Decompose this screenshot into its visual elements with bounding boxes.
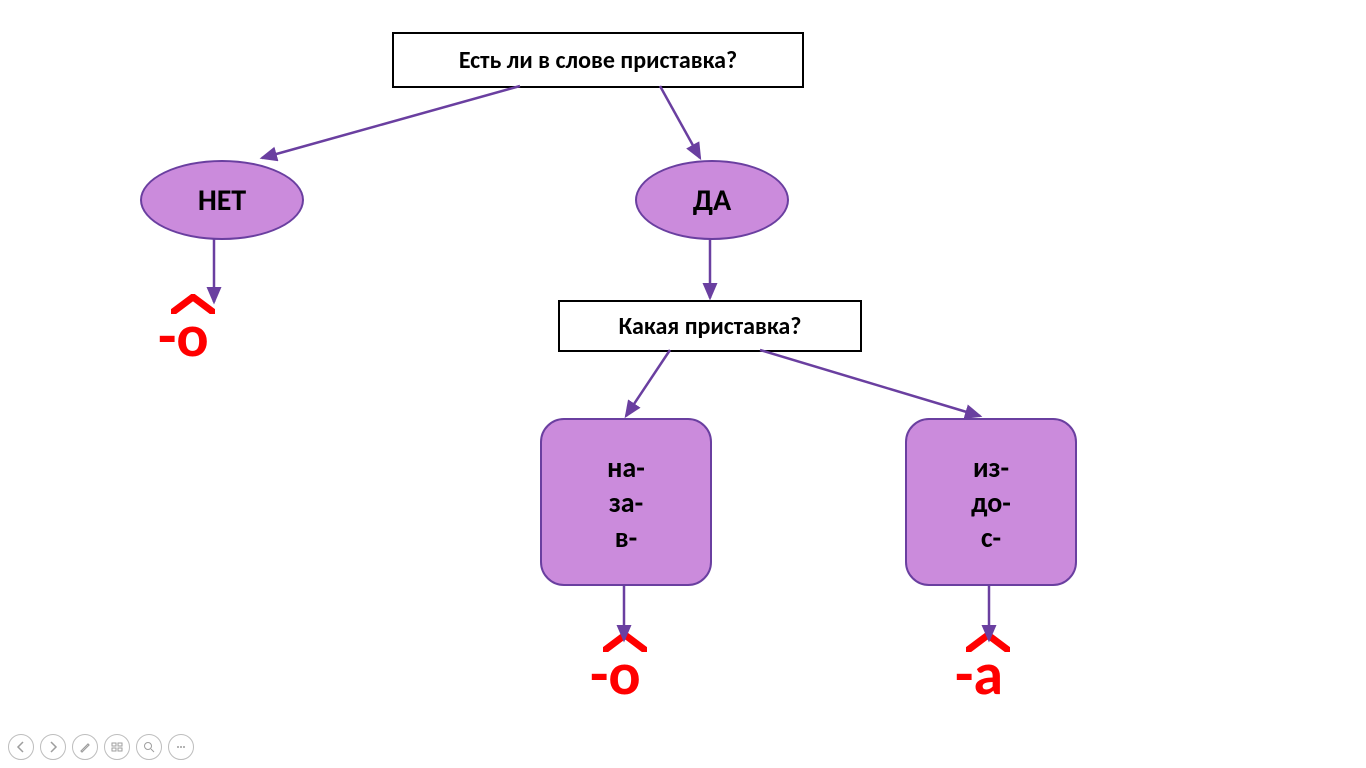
suffix-a2-letter-wrap: а	[973, 638, 1003, 711]
edge-q2-grpB	[760, 350, 980, 416]
slides-icon	[111, 741, 123, 753]
more-icon	[175, 741, 187, 753]
prefix-group-a: на- за- в-	[540, 418, 712, 586]
arrows-layer	[0, 0, 1366, 768]
edge-q1-yes	[660, 86, 700, 158]
chevron-right-icon	[47, 741, 59, 753]
suffix-hat-icon	[603, 632, 647, 652]
answer-no-text: НЕТ	[198, 182, 246, 219]
chevron-left-icon	[15, 741, 27, 753]
zoom-icon	[143, 741, 155, 753]
edge-q2-grpA	[626, 350, 670, 416]
prefix-group-b: из- до- с-	[905, 418, 1077, 586]
answer-no-ellipse: НЕТ	[140, 160, 304, 240]
prefix-group-a-line-1: на-	[607, 450, 645, 485]
presentation-toolbar	[8, 734, 194, 760]
suffix-group-a: -о	[590, 638, 641, 711]
question-box-2: Какая приставка?	[558, 300, 862, 352]
suffix-a1-letter-wrap: о	[608, 638, 640, 711]
edge-q1-no	[262, 86, 520, 158]
suffix-hat-icon	[171, 294, 215, 314]
question-2-text: Какая приставка?	[619, 312, 802, 341]
pen-icon	[79, 741, 91, 753]
prefix-group-a-line-2: за-	[609, 485, 643, 520]
next-button[interactable]	[40, 734, 66, 760]
suffix-no: -о	[158, 300, 209, 373]
prefix-group-b-line-3: с-	[981, 520, 1001, 555]
prefix-group-a-line-3: в-	[615, 520, 637, 555]
diagram-canvas: Есть ли в слове приставка? НЕТ ДА Какая …	[0, 0, 1366, 768]
zoom-button[interactable]	[136, 734, 162, 760]
answer-yes-ellipse: ДА	[635, 160, 789, 240]
prev-button[interactable]	[8, 734, 34, 760]
slides-button[interactable]	[104, 734, 130, 760]
suffix-no-letter-wrap: о	[176, 300, 208, 373]
question-box-1: Есть ли в слове приставка?	[392, 32, 804, 88]
question-1-text: Есть ли в слове приставка?	[459, 46, 737, 75]
prefix-group-b-line-1: из-	[973, 450, 1009, 485]
more-button[interactable]	[168, 734, 194, 760]
suffix-hat-icon	[966, 632, 1010, 652]
prefix-group-b-line-2: до-	[971, 485, 1011, 520]
answer-yes-text: ДА	[693, 182, 731, 219]
suffix-group-b: -а	[955, 638, 1003, 711]
pen-button[interactable]	[72, 734, 98, 760]
